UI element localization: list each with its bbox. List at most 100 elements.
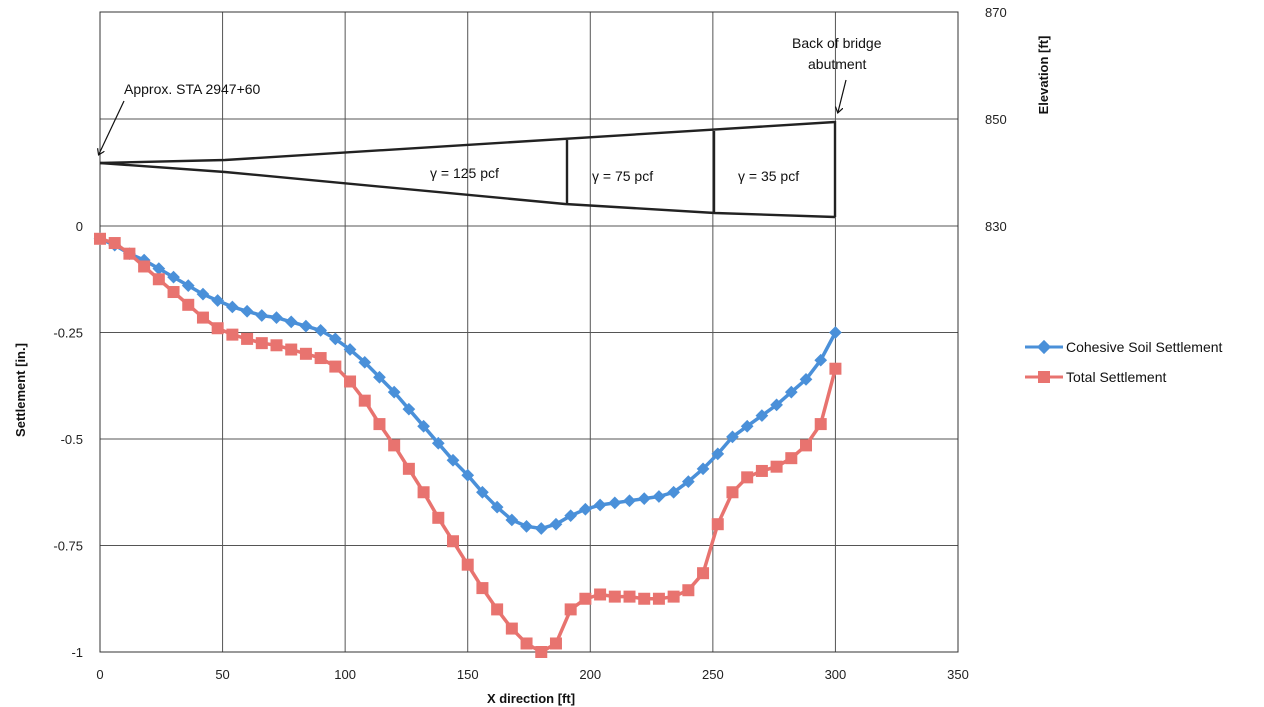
data-point: [358, 355, 372, 369]
data-point: [800, 439, 813, 452]
data-point: [476, 485, 489, 499]
y-tick-label: -1: [71, 645, 83, 660]
data-point: [358, 394, 371, 407]
x-tick-label: 350: [947, 667, 969, 682]
x-tick-label: 100: [334, 667, 356, 682]
data-point: [240, 304, 254, 318]
data-point: [829, 326, 842, 339]
data-point: [417, 486, 430, 499]
x-tick-label: 150: [457, 667, 479, 682]
abutment-arrow: [838, 79, 847, 112]
data-point: [608, 496, 622, 510]
data-point: [652, 592, 665, 605]
data-point: [299, 347, 312, 360]
data-point: [741, 471, 754, 484]
data-point: [344, 375, 357, 388]
data-point: [579, 592, 592, 605]
data-point: [711, 518, 724, 531]
y-tick-label: -0.5: [61, 432, 83, 447]
x-tick-label: 0: [96, 667, 103, 682]
data-point: [387, 385, 401, 399]
zone-label-125: γ = 125 pcf: [430, 165, 499, 181]
y2-axis-title: Elevation [ft]: [1036, 36, 1051, 115]
data-point: [520, 519, 533, 533]
data-point: [461, 468, 475, 482]
data-point: [534, 522, 548, 535]
y-tick-label: -0.75: [53, 539, 83, 554]
data-point: [181, 279, 195, 293]
embankment-bottom-line: [99, 161, 836, 219]
data-point: [285, 343, 298, 356]
data-point: [829, 362, 842, 375]
x-axis-title: X direction [ft]: [487, 691, 575, 706]
series-1: [94, 232, 842, 658]
y2-tick-label: 870: [985, 5, 1007, 20]
data-point: [402, 462, 415, 475]
data-point: [490, 500, 504, 514]
abutment-annotation-line1: Back of bridge: [792, 35, 882, 51]
data-point: [373, 370, 386, 384]
axis-ticks: 0 50 100 150 200 250 300 350 0 -0.25 -0.5 -0.75 -1 87…: [53, 5, 1006, 682]
data-point: [152, 273, 165, 286]
data-point: [417, 419, 430, 433]
data-point: [108, 237, 121, 250]
data-point: [123, 247, 136, 260]
data-point: [329, 360, 342, 373]
data-point: [785, 452, 798, 465]
data-point: [167, 270, 180, 284]
data-point: [152, 262, 166, 275]
data-point: [402, 402, 416, 416]
legend-item-total: Total Settlement: [1025, 369, 1166, 385]
data-point: [284, 315, 298, 329]
data-point: [328, 332, 342, 346]
x-tick-label: 250: [702, 667, 724, 682]
data-point: [182, 298, 195, 311]
legend-label-total: Total Settlement: [1066, 369, 1166, 385]
data-point: [726, 486, 739, 499]
data-point: [255, 309, 269, 322]
data-series: [93, 232, 842, 658]
legend: Cohesive Soil Settlement Total Settlemen…: [1025, 339, 1223, 385]
data-point: [314, 324, 327, 337]
station-annotation: Approx. STA 2947+60: [124, 81, 261, 97]
abutment-annotation-line2: abutment: [808, 56, 866, 72]
data-point: [270, 311, 283, 324]
data-point: [564, 603, 577, 616]
data-point: [196, 287, 210, 301]
data-point: [196, 311, 209, 324]
data-point: [594, 588, 607, 601]
data-point: [608, 590, 621, 603]
y-tick-label: 0: [76, 219, 83, 234]
data-point: [682, 584, 695, 597]
station-arrow: [99, 100, 125, 154]
data-point: [491, 603, 504, 616]
data-point: [431, 436, 445, 450]
data-point: [593, 498, 607, 512]
data-point: [638, 592, 651, 605]
data-point: [770, 460, 783, 473]
y-axis-title: Settlement [in.]: [13, 343, 28, 437]
x-tick-label: 300: [825, 667, 847, 682]
data-point: [623, 494, 636, 508]
x-tick-label: 50: [215, 667, 229, 682]
data-point: [697, 567, 710, 580]
data-point: [343, 343, 357, 356]
zone-label-35: γ = 35 pcf: [738, 168, 799, 184]
data-point: [446, 453, 460, 467]
zone-label-75: γ = 75 pcf: [592, 168, 653, 184]
data-point: [432, 511, 445, 524]
data-point: [814, 418, 827, 431]
y2-tick-label: 830: [985, 219, 1007, 234]
data-point: [447, 535, 460, 548]
data-point: [637, 492, 651, 506]
data-point: [167, 286, 180, 299]
x-tick-label: 200: [579, 667, 601, 682]
data-point: [505, 622, 518, 635]
data-point: [314, 352, 327, 365]
plot-area: [99, 11, 959, 653]
data-point: [623, 590, 636, 603]
data-point: [241, 332, 254, 345]
data-point: [138, 260, 151, 273]
data-point: [94, 232, 106, 245]
